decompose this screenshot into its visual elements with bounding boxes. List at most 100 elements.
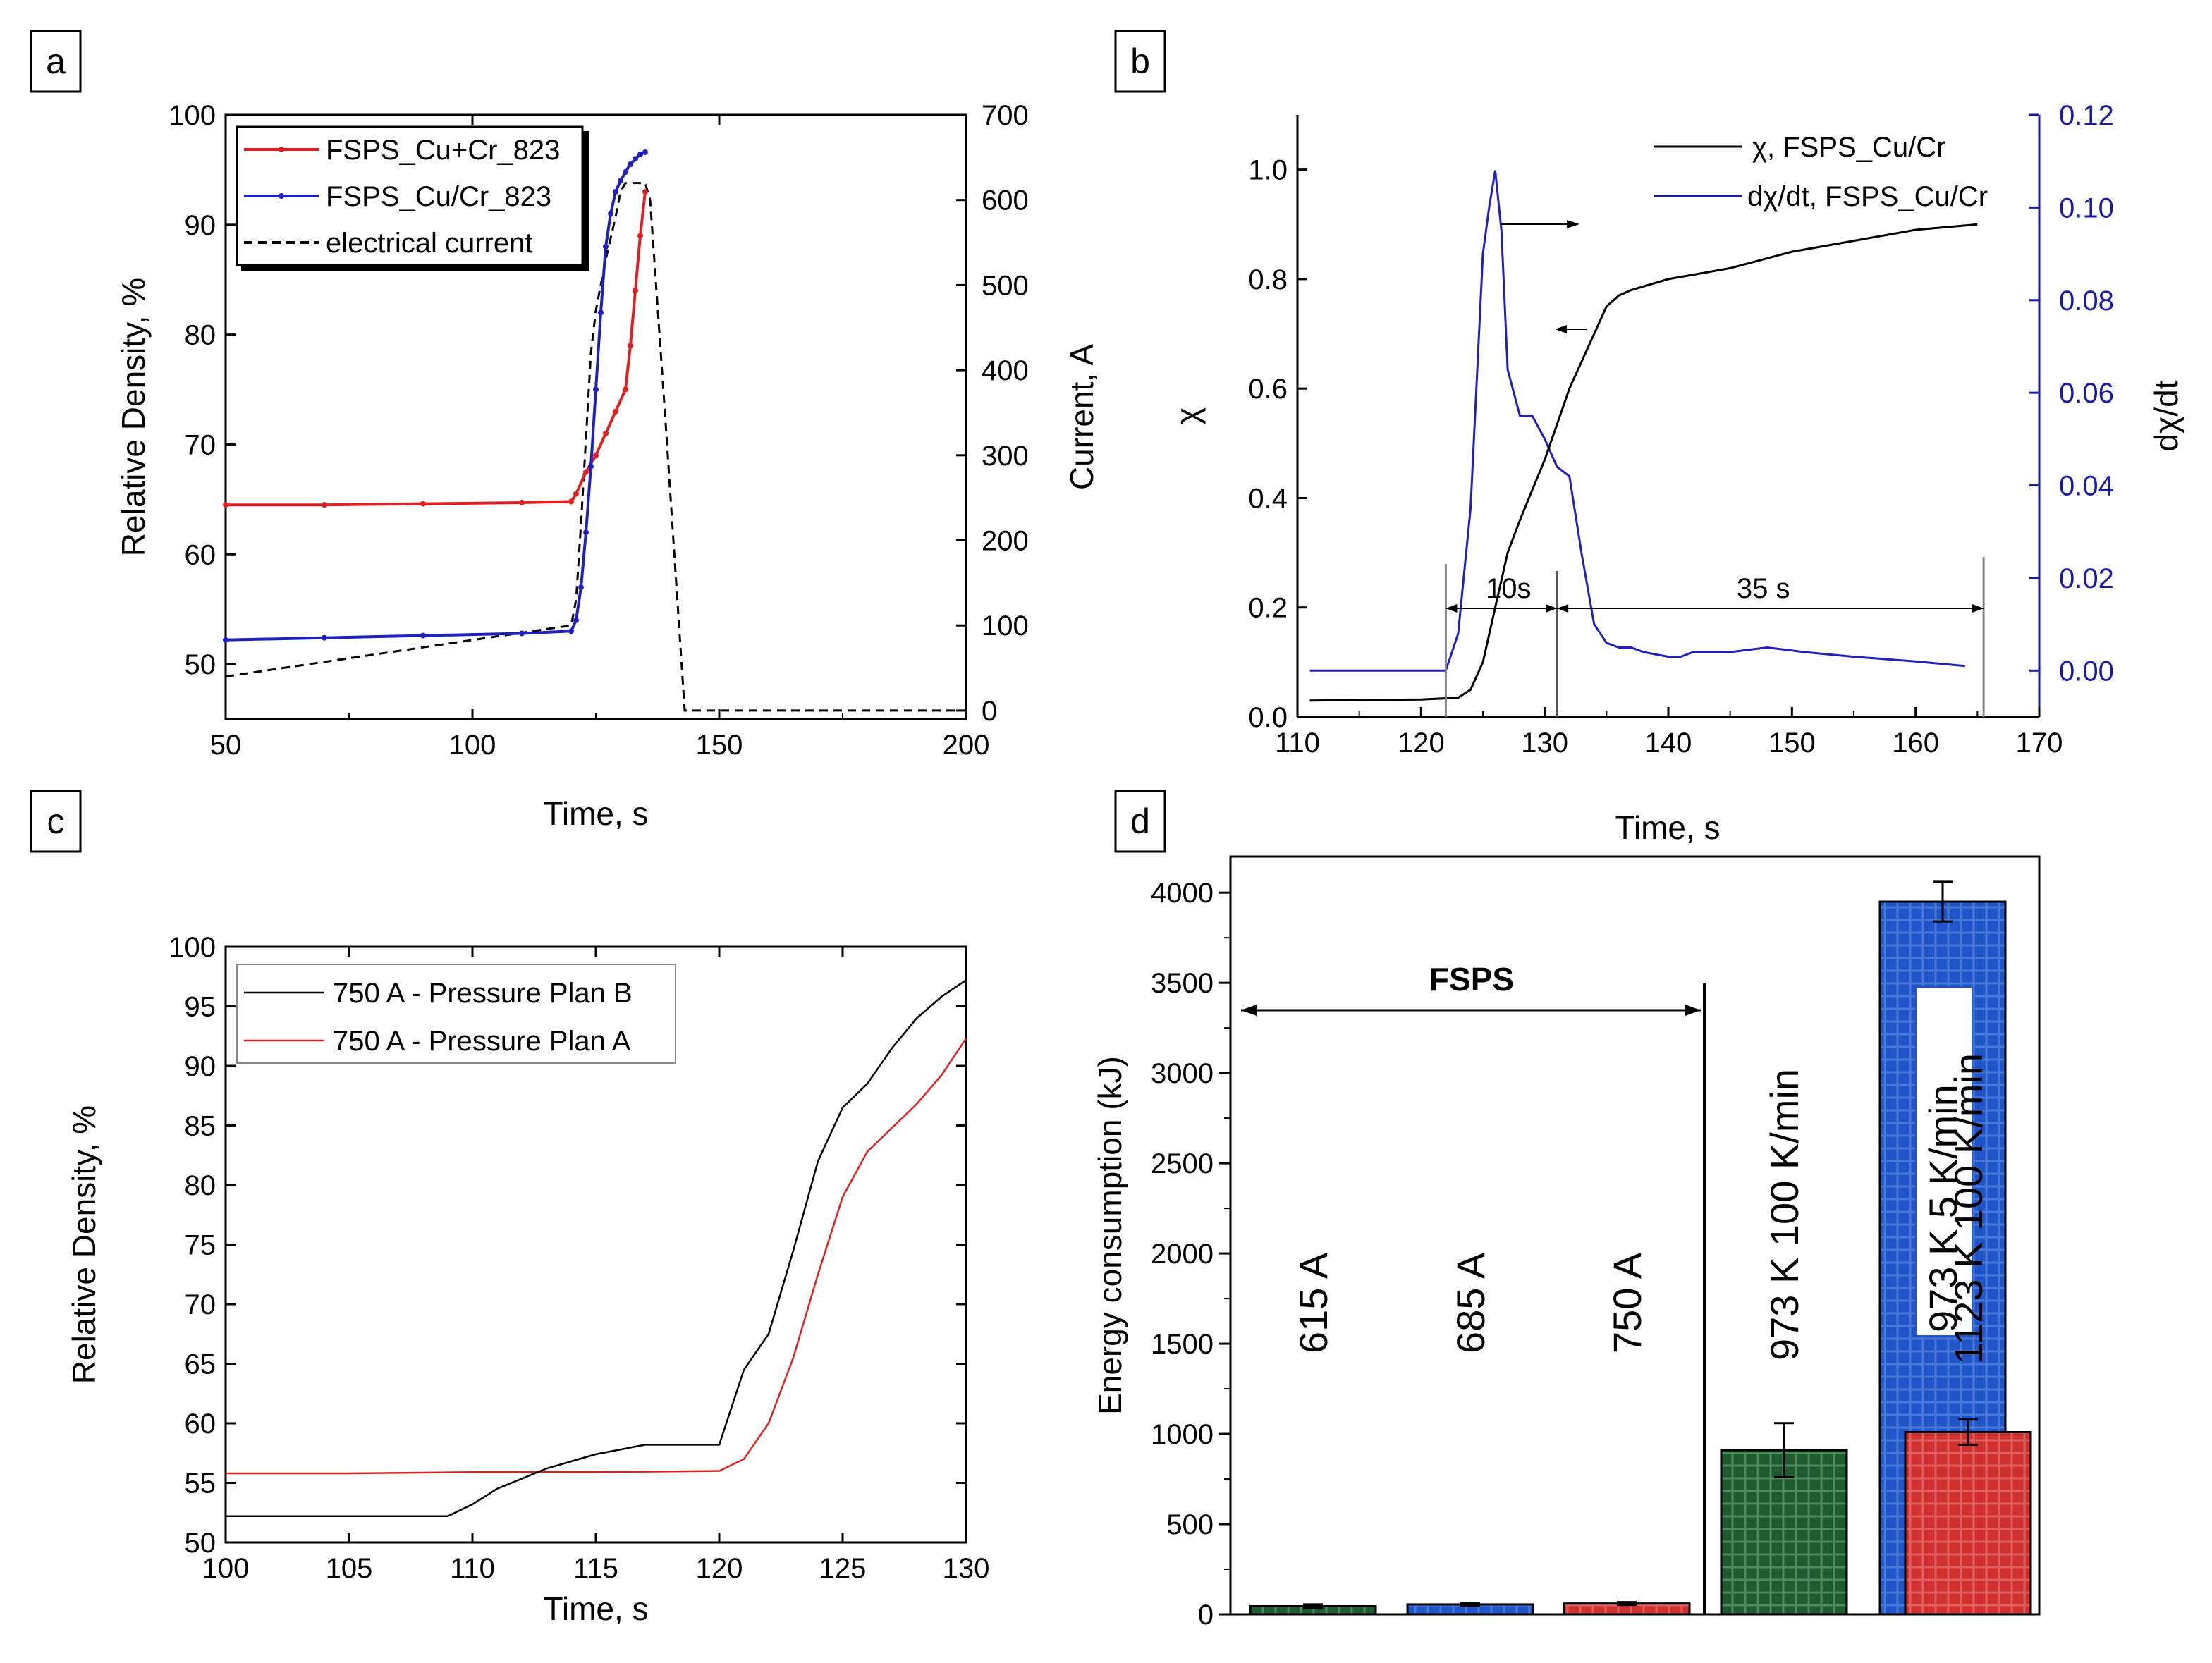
y-tick-label: 0 xyxy=(1198,1600,1214,1631)
bar-category-label: 1123 K 100 K/min xyxy=(1946,1053,1991,1364)
bar-category-label: 615 A xyxy=(1291,1252,1336,1354)
y-tick-label: 90 xyxy=(185,210,216,241)
y-tick-label: 0.2 xyxy=(1248,593,1288,624)
series-point-fsps-cu-cr xyxy=(598,309,604,316)
y2-tick-label: 200 xyxy=(982,526,1029,557)
series-point-fsps-cu-cr xyxy=(593,386,599,393)
bar-6 xyxy=(1904,1430,2032,1616)
y-axis-label: χ xyxy=(1169,407,1206,424)
series-point-fsps-cu-cr xyxy=(628,161,633,168)
series-point-fsps-cu-plus-cr xyxy=(573,491,579,497)
y-tick-label: 85 xyxy=(185,1111,216,1142)
x-tick-label: 140 xyxy=(1645,728,1692,759)
y2-tick-label: 700 xyxy=(982,100,1029,131)
y2-tick-label: 0.04 xyxy=(2059,471,2114,502)
y2-tick-label: 0 xyxy=(982,696,997,727)
interval-arrow-10s-head-left xyxy=(1446,604,1458,613)
svg-text:c: c xyxy=(47,802,65,841)
series-point-fsps-cu-cr xyxy=(568,628,574,634)
panel-label-d: d xyxy=(1114,790,1166,853)
interval-arrow-10s-head-right xyxy=(1546,604,1558,613)
annotation-35s: 35 s xyxy=(1737,573,1790,604)
bar-category-label: 685 A xyxy=(1448,1252,1493,1354)
y-tick-label: 2000 xyxy=(1151,1239,1214,1270)
y-tick-label: 65 xyxy=(185,1349,216,1380)
series-line-chi xyxy=(1309,223,1978,702)
series-point-fsps-cu-cr xyxy=(223,637,228,643)
x-tick-label: 150 xyxy=(696,730,743,761)
legend-label: 750 A - Pressure Plan B xyxy=(333,978,633,1009)
legend-label: electrical current xyxy=(326,228,532,259)
bar-label-background xyxy=(1915,986,1973,1337)
x-tick-label: 150 xyxy=(1768,728,1816,759)
y-tick-label: 60 xyxy=(185,539,216,570)
x-tick-label: 120 xyxy=(696,1553,743,1584)
series-point-fsps-cu-cr xyxy=(573,617,579,623)
y2-tick-label: 0.00 xyxy=(2059,656,2114,687)
series-point-fsps-cu-plus-cr xyxy=(322,502,327,508)
series-point-fsps-cu-plus-cr xyxy=(642,189,648,195)
series-point-fsps-cu-cr xyxy=(613,189,618,195)
y-tick-label: 0.4 xyxy=(1248,483,1288,514)
y2-tick-label: 600 xyxy=(982,185,1029,216)
y2-tick-label: 500 xyxy=(982,270,1029,301)
legend-shadow-bottom xyxy=(241,265,589,271)
y-tick-label: 70 xyxy=(185,429,216,460)
legend: FSPS_Cu+Cr_823 FSPS_Cu/Cr_823 electrical c… xyxy=(236,125,589,271)
y2-tick-label: 0.10 xyxy=(2059,192,2114,223)
series-point-fsps-cu-cr xyxy=(519,630,525,637)
y-tick-label: 55 xyxy=(185,1468,216,1499)
y-tick-label: 50 xyxy=(185,649,216,680)
y-tick-label: 60 xyxy=(185,1409,216,1440)
x-tick-label: 110 xyxy=(1275,728,1320,759)
y-tick-label: 100 xyxy=(169,100,216,131)
fsps-group-label: FSPS xyxy=(1429,961,1514,998)
y-tick-label: 1.0 xyxy=(1248,155,1288,186)
x-axis-label: Time, s xyxy=(543,795,648,832)
bar-category-label: 750 A xyxy=(1605,1252,1649,1354)
y-tick-label: 50 xyxy=(185,1528,216,1559)
x-tick-label: 100 xyxy=(202,1553,250,1584)
legend-box xyxy=(236,964,676,1064)
panel-label-c: c xyxy=(30,790,82,853)
legend-label: FSPS_Cu/Cr_823 xyxy=(326,181,551,212)
y-tick-label: 3000 xyxy=(1151,1058,1214,1089)
series-point-fsps-cu-plus-cr xyxy=(623,386,628,393)
series-point-fsps-cu-plus-cr xyxy=(593,453,599,459)
y-tick-label: 500 xyxy=(1166,1509,1214,1540)
y-tick-label: 95 xyxy=(185,992,216,1023)
y-tick-label: 100 xyxy=(169,932,216,963)
series-point-fsps-cu-plus-cr xyxy=(223,502,228,508)
y2-tick-label: 0.06 xyxy=(2059,378,2114,409)
y2-tick-label: 0.12 xyxy=(2059,100,2114,131)
annotation-10s: 10s xyxy=(1486,573,1532,604)
panel-label-a: a xyxy=(30,30,82,93)
x-tick-label: 120 xyxy=(1398,728,1445,759)
y-tick-label: 1000 xyxy=(1151,1419,1214,1450)
series-point-fsps-cu-plus-cr xyxy=(628,343,633,349)
x-axis-label: Time, s xyxy=(1615,809,1720,846)
series-point-fsps-cu-plus-cr xyxy=(519,500,525,506)
svg-text:a: a xyxy=(46,42,66,81)
x-tick-label: 160 xyxy=(1892,728,1939,759)
interval-arrow-35s-head-right xyxy=(1972,604,1984,613)
y-axis-label: Relative Density, % xyxy=(115,278,152,556)
series-line-dchi-dt xyxy=(1309,170,1965,672)
series-point-fsps-cu-cr xyxy=(618,178,623,184)
y2-tick-label: 0.08 xyxy=(2059,286,2114,317)
y2-tick-label: 300 xyxy=(982,441,1029,472)
x-tick-label: 130 xyxy=(1521,728,1568,759)
arrow-to-left-axis-head xyxy=(1555,325,1567,333)
x-tick-label: 115 xyxy=(573,1553,618,1584)
series-point-fsps-cu-cr xyxy=(322,634,327,641)
y2-tick-label: 400 xyxy=(982,355,1029,386)
fsps-group-arrow-head-left xyxy=(1241,1005,1257,1016)
y2-axis-label: dχ/dt xyxy=(2148,380,2184,451)
interval-arrow-35s-head-left xyxy=(1557,604,1569,613)
y-tick-label: 0.8 xyxy=(1248,264,1288,295)
series-point-fsps-cu-plus-cr xyxy=(583,469,589,475)
series-point-fsps-cu-cr xyxy=(608,211,613,217)
x-tick-label: 125 xyxy=(819,1553,867,1584)
series-line-plan-a xyxy=(226,1038,967,1475)
y-tick-label: 80 xyxy=(185,320,216,351)
